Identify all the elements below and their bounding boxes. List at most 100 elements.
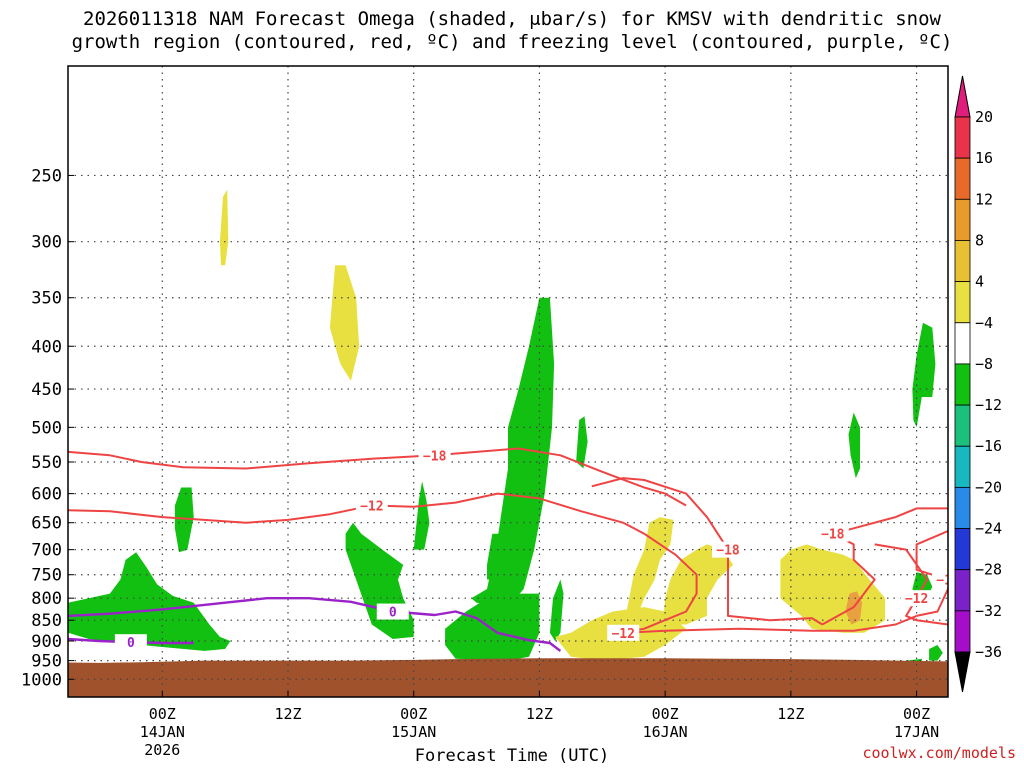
omega-blob [912,322,936,428]
colorbar-label: −8 [975,355,993,373]
x-tick-label: 2026 [144,741,180,759]
y-tick-label: 750 [31,566,62,586]
colorbar-swatch [954,116,971,159]
omega-blob [329,265,360,381]
contour-label-bg [712,541,744,558]
omega-blob [848,412,860,479]
contour-label: −12 [905,592,928,607]
omega-blob [576,416,588,469]
omega-shading [68,189,943,663]
omega-blob [413,481,430,550]
colorbar-swatch [954,281,971,324]
omega-blob [663,544,734,625]
ground-mask [68,658,948,697]
omega-blob [471,297,555,608]
contour-line [68,447,687,507]
contour-label: −12 [936,574,959,589]
colorbar-bottom-arrow [954,651,971,693]
x-tick-label: 00Z [400,705,427,723]
contour-label-bg [816,525,849,542]
y-tick-label: 950 [31,652,62,672]
colorbar-top-arrow [954,75,971,118]
chart-title-line2: growth region (contoured, red, ºC) and f… [71,31,953,53]
y-tick-label: 800 [31,589,62,609]
colorbar-label: 20 [975,108,993,126]
y-tick-label: 500 [31,418,62,438]
contour-label: −12 [360,500,383,515]
credit-text: coolwx.com/models [862,744,1016,762]
y-tick-label: 700 [31,541,62,561]
x-tick-label: 00Z [652,705,679,723]
colorbar-label: 12 [975,190,993,208]
colorbar-label: −20 [975,478,1002,496]
y-axis: 2503003504004505005506006507007508008509… [21,166,74,690]
omega-blob [929,645,943,661]
chart-title-line1: 2026011318 NAM Forecast Omega (shaded, μ… [83,8,941,30]
colorbar-swatch [954,157,971,200]
x-tick-label: 00Z [149,705,176,723]
contour-label: −12 [611,627,634,642]
omega-blob [219,189,229,266]
colorbar-label: −28 [975,561,1002,579]
x-tick-label: 12Z [526,705,553,723]
contour-label-bg [607,624,640,641]
colorbar-label: −36 [975,643,1002,661]
colorbar-swatch [954,445,971,488]
y-tick-label: 300 [31,233,62,253]
omega-blob [487,533,508,580]
x-axis-title: Forecast Time (UTC) [414,746,610,766]
colorbar-label: −4 [975,314,993,332]
x-tick-label: 14JAN [140,723,185,741]
contour-line [915,530,948,617]
colorbar-swatch [954,610,971,653]
x-tick-label: 12Z [274,705,301,723]
colorbar-swatch [954,322,971,365]
omega-blob [532,404,542,472]
contour-label: 0 [389,606,397,621]
y-tick-label: 550 [31,453,62,473]
omega-blob [445,593,540,661]
y-tick-label: 250 [31,166,62,186]
colorbar-swatch [954,486,971,529]
contour-label-bg [932,571,948,588]
colorbar-label: −12 [975,396,1002,414]
contour-label: 0 [127,636,135,651]
y-tick-label: 350 [31,289,62,309]
x-tick-label: 16JAN [643,723,688,741]
colorbar-swatch [954,404,971,447]
contour-lines: −18 −12 −18 −12 −18 −12 −12 0 0 [68,447,959,652]
x-tick-label: 00Z [903,705,930,723]
colorbar-label: −32 [975,602,1002,620]
colorbar-swatch [954,240,971,283]
contour-label-bg [376,603,409,620]
colorbar-label: −24 [975,520,1002,538]
contour-label-bg [418,447,451,464]
y-tick-label: 400 [31,337,62,357]
y-tick-label: 900 [31,632,62,652]
colorbar-label: 4 [975,273,984,291]
contour-label: −18 [716,544,740,559]
omega-blob [174,487,194,553]
contour-label-bg [355,497,388,514]
y-tick-label: 600 [31,485,62,505]
colorbar-swatch [954,528,971,571]
y-tick-label: 1000 [21,670,62,690]
y-tick-label: 850 [31,611,62,631]
omega-blob [382,557,391,585]
colorbar-swatch [954,363,971,406]
contour-label-bg [900,590,933,607]
omega-blob [549,579,564,641]
colorbar-label: −16 [975,437,1002,455]
colorbar: 20 16 12 8 4 −4 −8 −12 −16 −20 −24 −28 −32 −36 [954,75,1002,693]
omega-blob [345,522,414,639]
x-tick-label: 15JAN [391,723,436,741]
contour-label: −18 [821,528,845,543]
y-tick-label: 450 [31,380,62,400]
omega-blob [68,552,231,651]
colorbar-label: 16 [975,149,993,167]
x-tick-label: 17JAN [894,723,939,741]
contour-label: −18 [423,449,447,464]
ground-fill [68,658,948,697]
